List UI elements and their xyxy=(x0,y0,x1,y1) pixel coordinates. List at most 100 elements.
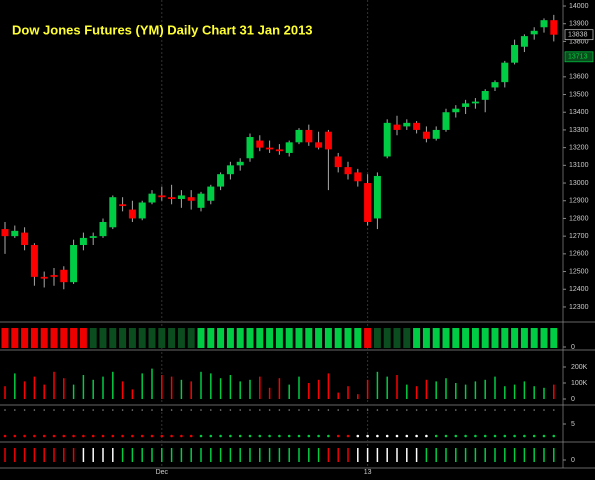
candle-body xyxy=(236,161,244,166)
signal-dot xyxy=(249,409,251,411)
signal-dot xyxy=(415,434,418,438)
signal-dot xyxy=(268,434,271,438)
candle-body xyxy=(148,193,156,203)
signal-dot xyxy=(395,434,399,438)
indicator-bar xyxy=(275,328,283,348)
indicator-bar xyxy=(413,328,421,348)
candle-body xyxy=(462,103,470,107)
indicator-bar xyxy=(226,328,234,348)
signal-dot xyxy=(405,434,409,438)
price-box xyxy=(564,51,594,63)
indicator-bar xyxy=(354,328,362,348)
price-label: 13838 xyxy=(568,32,588,39)
signal-dot xyxy=(336,434,340,438)
y-tick-label: 200K xyxy=(571,364,588,371)
indicator-bar xyxy=(403,328,411,348)
signal-dot xyxy=(425,434,428,438)
indicator-bar xyxy=(30,328,38,348)
signal-dot xyxy=(297,434,301,438)
candle-body xyxy=(217,174,225,187)
indicator-bar xyxy=(168,328,176,348)
indicator-bar xyxy=(11,328,19,348)
price-box xyxy=(564,29,594,41)
candle-body xyxy=(207,186,215,201)
signal-dot xyxy=(464,409,467,411)
signal-dot xyxy=(483,434,487,438)
signal-dot xyxy=(493,434,497,438)
signal-dot xyxy=(504,409,506,411)
signal-dot xyxy=(278,409,281,411)
candle-body xyxy=(334,156,342,168)
candle-body xyxy=(89,236,97,238)
candle-body xyxy=(324,131,332,150)
candle-body xyxy=(520,36,528,47)
indicator-bar xyxy=(1,328,9,348)
signal-dot xyxy=(386,409,389,411)
candle-body xyxy=(442,112,450,130)
indicator-bar xyxy=(217,328,225,348)
signal-dot xyxy=(337,409,340,411)
signal-dot xyxy=(425,409,428,411)
signal-dot xyxy=(72,409,75,411)
indicator-bar xyxy=(187,328,195,348)
indicator-bar xyxy=(501,328,509,348)
price-label: 13713 xyxy=(568,54,588,61)
signal-dot xyxy=(121,409,124,411)
candle-body xyxy=(256,140,264,148)
indicator-bar xyxy=(550,328,558,348)
signal-dot xyxy=(82,434,85,438)
candle-body xyxy=(285,142,293,153)
indicator-bar xyxy=(295,328,303,348)
indicator-bar xyxy=(79,328,87,348)
candle-body xyxy=(305,129,313,143)
signal-dot xyxy=(474,409,477,411)
indicator-bar xyxy=(89,328,97,348)
signal-dot xyxy=(33,409,36,411)
indicator-bar xyxy=(432,328,440,348)
signal-dot xyxy=(131,434,134,438)
signal-dot xyxy=(3,434,7,438)
candle-body xyxy=(197,193,205,208)
y-tick-label: 12400 xyxy=(569,286,589,293)
indicator-bar xyxy=(471,328,479,348)
y-tick-label: 13900 xyxy=(569,21,589,28)
candle-body xyxy=(50,275,58,277)
signal-dot xyxy=(210,409,212,411)
candle-body xyxy=(393,124,401,130)
indicator-bar xyxy=(109,328,117,348)
indicator-bar xyxy=(530,328,538,348)
candle-body xyxy=(99,221,107,237)
signal-dot xyxy=(229,434,232,438)
signal-dot xyxy=(542,434,546,438)
signal-dot xyxy=(229,409,232,411)
indicator-bar xyxy=(442,328,450,348)
signal-dot xyxy=(523,409,526,411)
candle-body xyxy=(40,276,48,279)
indicator-bar xyxy=(383,328,391,348)
indicator-bar xyxy=(520,328,528,348)
indicator-bar xyxy=(491,328,499,348)
signal-dot xyxy=(140,434,144,438)
signal-dot xyxy=(543,409,545,411)
y-tick-label: 12700 xyxy=(569,233,589,240)
candle-body xyxy=(413,122,421,130)
indicator-bar xyxy=(177,328,185,348)
chart-title: Dow Jones Futures (YM) Daily Chart 31 Ja… xyxy=(12,22,313,37)
signal-dot xyxy=(4,409,6,411)
signal-dot xyxy=(102,409,104,411)
indicator-bar xyxy=(60,328,68,348)
indicator-bar xyxy=(511,328,519,348)
signal-dot xyxy=(150,434,154,438)
indicator-bar xyxy=(197,328,205,348)
signal-dot xyxy=(288,409,291,411)
signal-dot xyxy=(376,434,379,438)
x-tick-label: 13 xyxy=(364,469,372,476)
indicator-bar xyxy=(393,328,401,348)
signal-dot xyxy=(160,434,164,438)
candle-body xyxy=(373,175,381,219)
indicator-bar xyxy=(256,328,264,348)
candle-body xyxy=(471,101,479,104)
signal-dot xyxy=(327,409,330,411)
signal-dot xyxy=(317,434,320,438)
